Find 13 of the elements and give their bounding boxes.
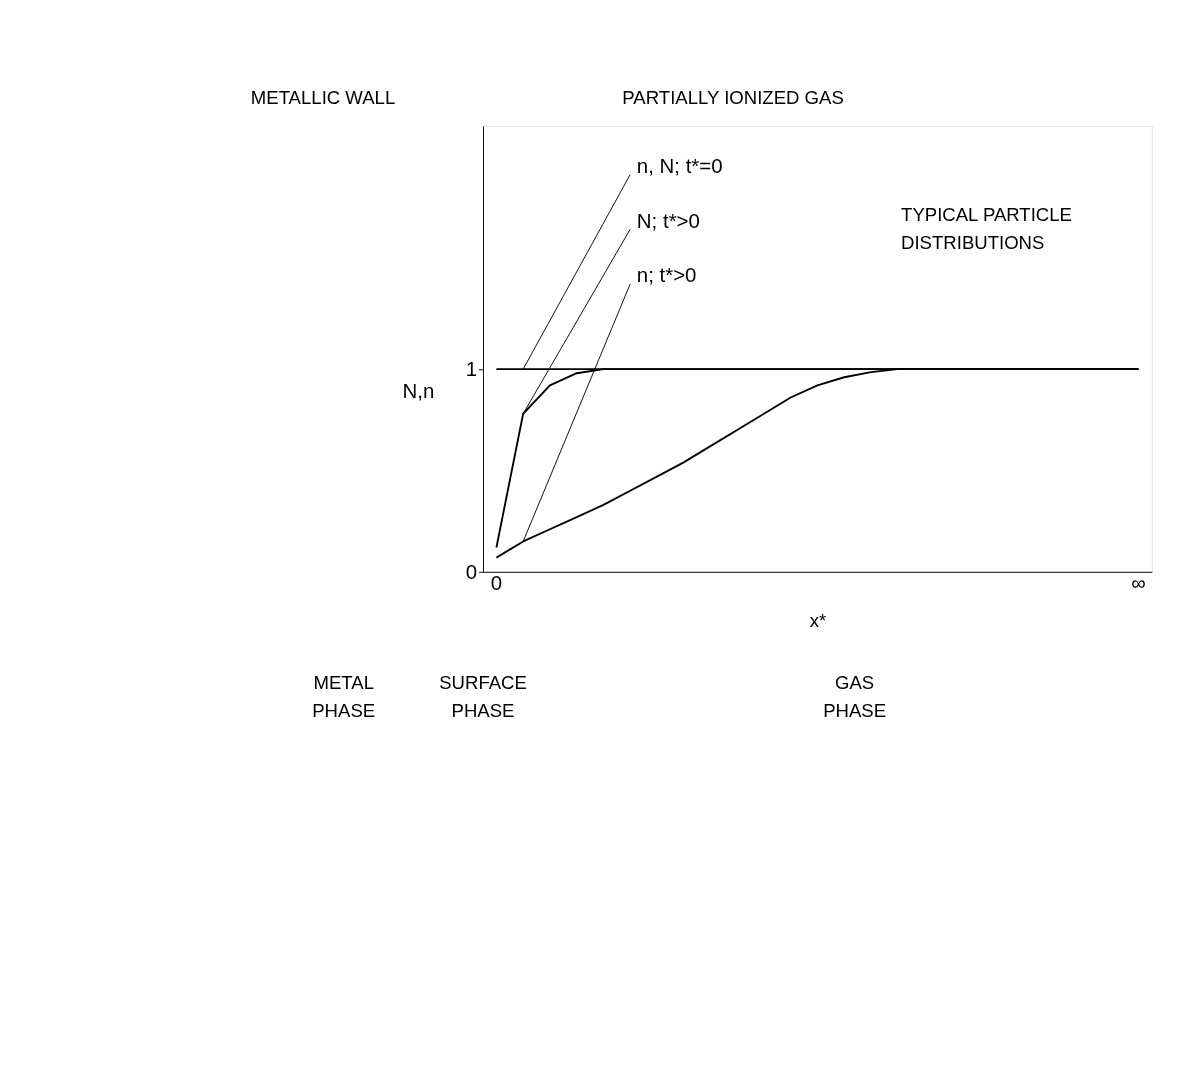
y-tick-label: 1 [465, 358, 477, 381]
x-axis-title: x* [809, 610, 827, 632]
text: n; t*>0 [636, 264, 697, 287]
text: GAS PHASE [823, 671, 887, 721]
text: METAL PHASE [312, 671, 376, 721]
text: PARTIALLY IONIZED GAS [622, 86, 844, 108]
annotation: TYPICAL PARTICLE DISTRIBUTIONS [901, 204, 1072, 253]
text: n, N; t*=0 [636, 154, 723, 177]
text: N; t*>0 [636, 209, 700, 232]
x-tick-label: ∞ [1131, 571, 1146, 594]
y-axis-title: N,n [402, 380, 435, 403]
text: METALLIC WALL [250, 86, 396, 108]
text: SURFACE PHASE [439, 671, 527, 721]
